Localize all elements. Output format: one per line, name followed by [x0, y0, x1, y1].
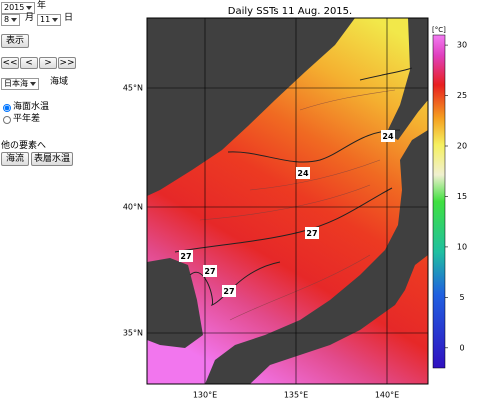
contour-label-box — [179, 250, 193, 262]
contour-label: 24 — [297, 169, 309, 178]
month-unit: 月 — [25, 13, 35, 23]
nav-button[interactable]: << — [1, 57, 19, 69]
nav-button[interactable]: < — [20, 57, 38, 69]
other-label: 他の要素へ — [1, 141, 47, 151]
lon-label: 130°E — [193, 391, 217, 400]
month-select[interactable]: 8 — [1, 14, 21, 26]
colorbar-tick-label: 15 — [457, 192, 467, 201]
nav-button[interactable]: >> — [58, 57, 76, 69]
lon-label: 140°E — [375, 391, 399, 400]
mode-label: 海面水温 — [13, 102, 50, 112]
lat-label: 45°N — [123, 84, 143, 93]
region: 日本海 — [4, 79, 28, 88]
colorbar-tick-label: 30 — [457, 41, 467, 50]
land — [147, 18, 428, 384]
contour-label-box — [222, 285, 236, 297]
show-button[interactable]: 表示 — [1, 34, 29, 48]
contour-label-box — [305, 227, 319, 239]
nav-button[interactable]: > — [39, 57, 57, 69]
lat-label: 35°N — [123, 329, 143, 338]
region-unit: 海域 — [50, 77, 69, 87]
contours — [174, 67, 413, 306]
contour-label-box — [296, 167, 310, 179]
colorbar-tick-label: 0 — [459, 343, 464, 352]
contour-label-box — [381, 130, 395, 142]
day-select[interactable]: 11 — [37, 14, 62, 26]
day-unit: 日 — [64, 13, 74, 23]
lon-label: 135°E — [284, 391, 308, 400]
day: 11 — [40, 15, 51, 24]
contour-label: 27 — [180, 252, 191, 261]
contour-label: 27 — [223, 287, 234, 296]
colorbar-tick-label: 20 — [457, 142, 467, 151]
region-select[interactable]: 日本海 — [1, 78, 39, 90]
graticule — [147, 18, 428, 384]
lat-label: 40°N — [123, 203, 143, 212]
mode-radio[interactable] — [3, 116, 11, 124]
colorbar — [432, 34, 446, 369]
month: 8 — [4, 15, 10, 24]
year: 2015 — [4, 3, 25, 12]
other-button[interactable]: 表層水温 — [31, 152, 73, 166]
mode-radio[interactable] — [3, 104, 11, 112]
colorbar-tick-label: 5 — [459, 293, 464, 302]
map-frame — [146, 17, 429, 385]
map-title: Daily SSTs 11 Aug. 2015. — [228, 6, 352, 17]
year-select[interactable]: 2015 — [1, 2, 36, 14]
contour-label: 27 — [204, 267, 215, 276]
colorbar-unit: [°C] — [432, 26, 446, 34]
colorbar-tick-label: 10 — [457, 242, 467, 251]
mode-label: 平年差 — [13, 114, 41, 124]
other-button[interactable]: 海流 — [1, 152, 29, 166]
contour-label: 27 — [306, 229, 317, 238]
year-unit: 年 — [37, 1, 47, 11]
colorbar-tick-label: 25 — [457, 91, 467, 100]
contour-label-box — [203, 265, 217, 277]
contour-label: 24 — [382, 132, 394, 141]
